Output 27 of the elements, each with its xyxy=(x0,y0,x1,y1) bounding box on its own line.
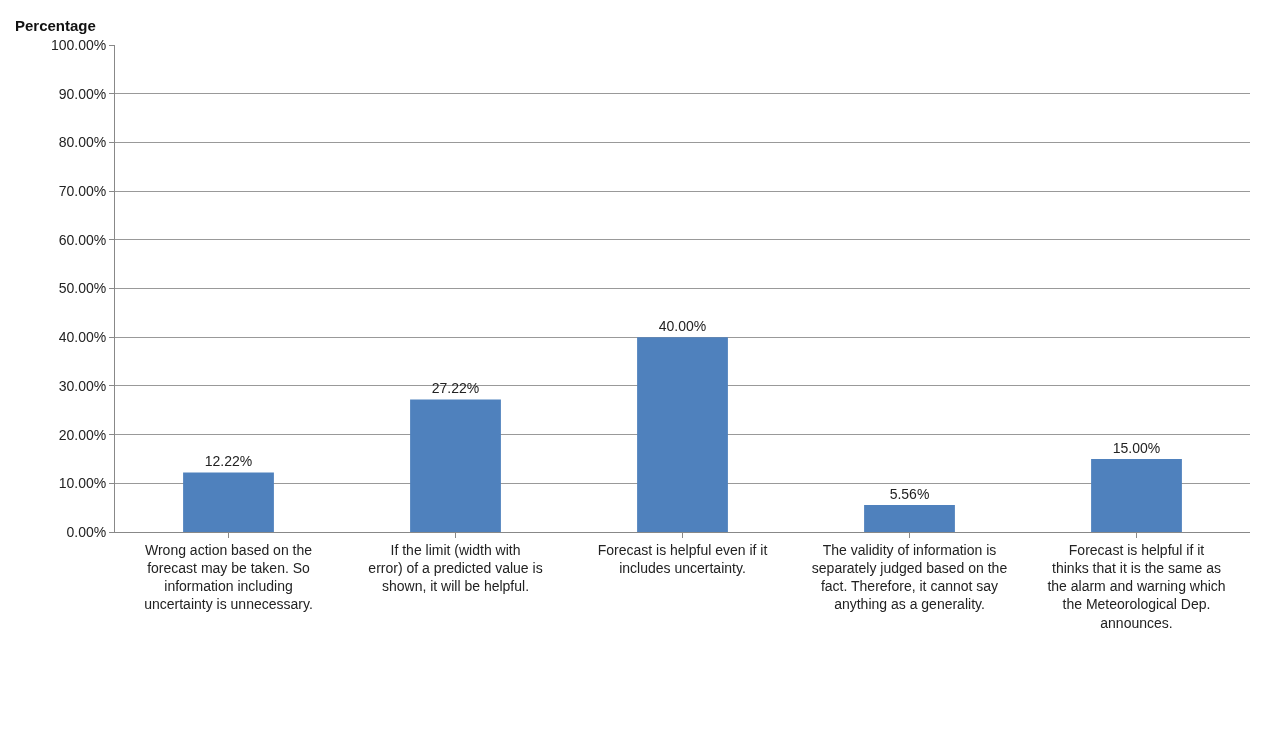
y-tick-label: 90.00% xyxy=(58,85,107,102)
bar xyxy=(410,399,501,532)
y-tick-label: 10.00% xyxy=(58,475,107,492)
data-label: 27.22% xyxy=(431,380,480,397)
y-tick-label: 30.00% xyxy=(58,377,107,394)
x-tick-label: Wrong action based on the forecast may be taken. So information including uncertainty is unnecessary. xyxy=(144,541,313,613)
x-tick-label: If the limit (width with error) of a predicted value is shown, it will be helpful. xyxy=(368,541,543,595)
data-label: 5.56% xyxy=(889,485,930,502)
data-label: 15.00% xyxy=(1112,439,1161,456)
data-label: 40.00% xyxy=(658,318,707,335)
y-axis-title: Percentage xyxy=(15,17,96,34)
bar xyxy=(864,504,955,532)
data-label: 12.22% xyxy=(204,453,253,470)
x-tick-label: The validity of information is separately judged based on the fact. Therefore, it cannot say anything as a generality. xyxy=(811,541,1008,613)
bar xyxy=(1091,458,1182,532)
bar xyxy=(183,472,274,532)
x-tick-label: Forecast is helpful even if it includes uncertainty. xyxy=(597,541,768,576)
y-tick-label: 40.00% xyxy=(58,329,107,346)
y-tick-label: 100.00% xyxy=(50,36,107,53)
y-tick-label: 60.00% xyxy=(58,231,107,248)
y-tick-label: 20.00% xyxy=(58,426,107,443)
y-tick-label: 0.00% xyxy=(66,523,107,540)
bar xyxy=(637,337,728,532)
y-tick-label: 70.00% xyxy=(58,183,107,199)
y-tick-label: 50.00% xyxy=(58,280,107,297)
y-tick-label: 80.00% xyxy=(58,134,107,151)
x-tick-label: Forecast is helpful if it thinks that it is the same as the alarm and warning which the Meteorological Dep. announces. xyxy=(1047,541,1226,631)
